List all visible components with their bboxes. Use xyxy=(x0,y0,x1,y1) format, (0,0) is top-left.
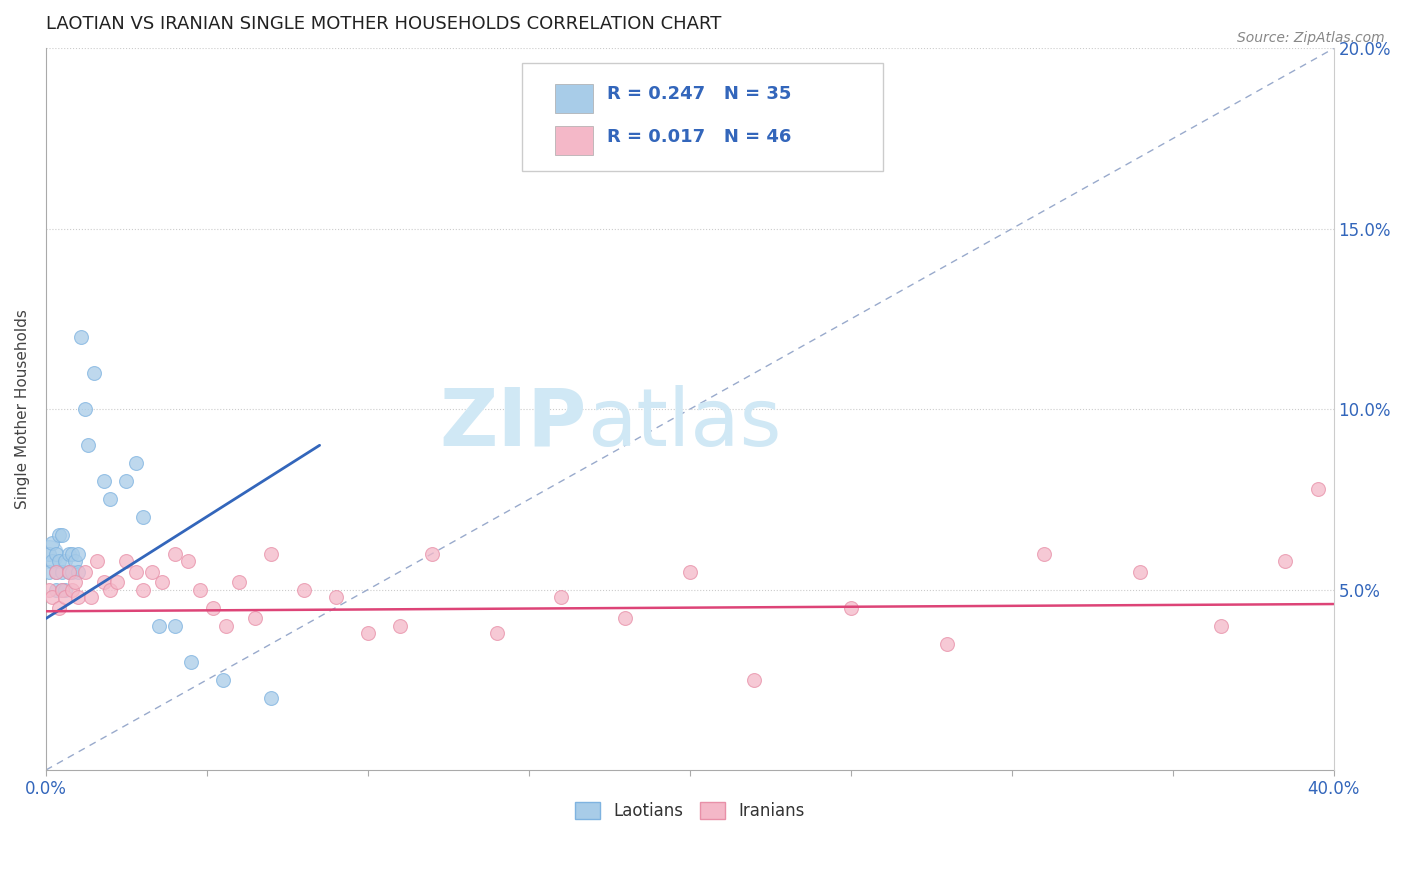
Point xyxy=(41,590,63,604)
Point xyxy=(357,626,380,640)
Point xyxy=(389,618,412,632)
Point xyxy=(245,611,267,625)
FancyBboxPatch shape xyxy=(554,127,593,155)
Point xyxy=(215,618,238,632)
Point xyxy=(936,637,959,651)
Point xyxy=(1306,482,1329,496)
Point xyxy=(163,618,186,632)
Point xyxy=(73,565,96,579)
Point xyxy=(53,554,76,568)
Point xyxy=(41,554,63,568)
Point xyxy=(60,582,83,597)
Point xyxy=(1209,618,1232,632)
Point xyxy=(679,565,702,579)
Point xyxy=(115,554,138,568)
Point xyxy=(76,438,98,452)
Point xyxy=(190,582,212,597)
Point xyxy=(105,575,128,590)
Point xyxy=(41,535,63,549)
Point xyxy=(58,547,80,561)
Text: atlas: atlas xyxy=(586,384,782,463)
Point xyxy=(93,475,115,489)
Point xyxy=(67,565,90,579)
Point xyxy=(83,366,105,380)
Point xyxy=(125,565,148,579)
Point xyxy=(125,456,148,470)
Point xyxy=(86,554,108,568)
Point xyxy=(53,582,76,597)
Point xyxy=(550,590,572,604)
Point xyxy=(67,590,90,604)
Point xyxy=(131,510,153,524)
Point xyxy=(202,600,225,615)
Point xyxy=(51,582,73,597)
Point xyxy=(63,554,86,568)
Point xyxy=(53,590,76,604)
Point xyxy=(38,547,60,561)
Point xyxy=(180,655,202,669)
Point xyxy=(45,565,67,579)
Point xyxy=(45,582,67,597)
Point xyxy=(260,547,283,561)
FancyBboxPatch shape xyxy=(554,84,593,113)
Point xyxy=(63,575,86,590)
Point xyxy=(1032,547,1054,561)
Point xyxy=(614,611,637,625)
Point xyxy=(80,590,103,604)
Point xyxy=(228,575,250,590)
Point xyxy=(742,673,765,687)
Text: ZIP: ZIP xyxy=(440,384,586,463)
Point xyxy=(48,554,70,568)
Point xyxy=(1129,565,1152,579)
Point xyxy=(58,565,80,579)
Point xyxy=(420,547,443,561)
Point xyxy=(60,565,83,579)
Point xyxy=(98,492,121,507)
Point xyxy=(73,402,96,417)
Point xyxy=(115,475,138,489)
Point xyxy=(51,565,73,579)
Point xyxy=(48,528,70,542)
Point xyxy=(38,582,60,597)
Point xyxy=(212,673,235,687)
Point xyxy=(292,582,315,597)
Point xyxy=(1274,554,1296,568)
Point xyxy=(58,565,80,579)
Text: R = 0.017   N = 46: R = 0.017 N = 46 xyxy=(607,128,792,145)
Point xyxy=(38,565,60,579)
Point xyxy=(141,565,163,579)
FancyBboxPatch shape xyxy=(523,62,883,171)
Point xyxy=(150,575,173,590)
Point xyxy=(70,330,93,344)
Point xyxy=(51,582,73,597)
Point xyxy=(45,565,67,579)
Point xyxy=(67,547,90,561)
Point xyxy=(48,600,70,615)
Point xyxy=(98,582,121,597)
Point xyxy=(38,547,60,561)
Text: LAOTIAN VS IRANIAN SINGLE MOTHER HOUSEHOLDS CORRELATION CHART: LAOTIAN VS IRANIAN SINGLE MOTHER HOUSEHO… xyxy=(46,15,721,33)
Point xyxy=(60,547,83,561)
Y-axis label: Single Mother Households: Single Mother Households xyxy=(15,310,30,509)
Point xyxy=(260,690,283,705)
Text: R = 0.247   N = 35: R = 0.247 N = 35 xyxy=(607,86,792,103)
Point xyxy=(839,600,862,615)
Text: Source: ZipAtlas.com: Source: ZipAtlas.com xyxy=(1237,31,1385,45)
Point xyxy=(176,554,198,568)
Point xyxy=(148,618,170,632)
Point xyxy=(131,582,153,597)
Point xyxy=(51,528,73,542)
Point xyxy=(325,590,347,604)
Point xyxy=(45,547,67,561)
Point xyxy=(485,626,508,640)
Point xyxy=(163,547,186,561)
Legend: Laotians, Iranians: Laotians, Iranians xyxy=(568,795,811,827)
Point xyxy=(93,575,115,590)
